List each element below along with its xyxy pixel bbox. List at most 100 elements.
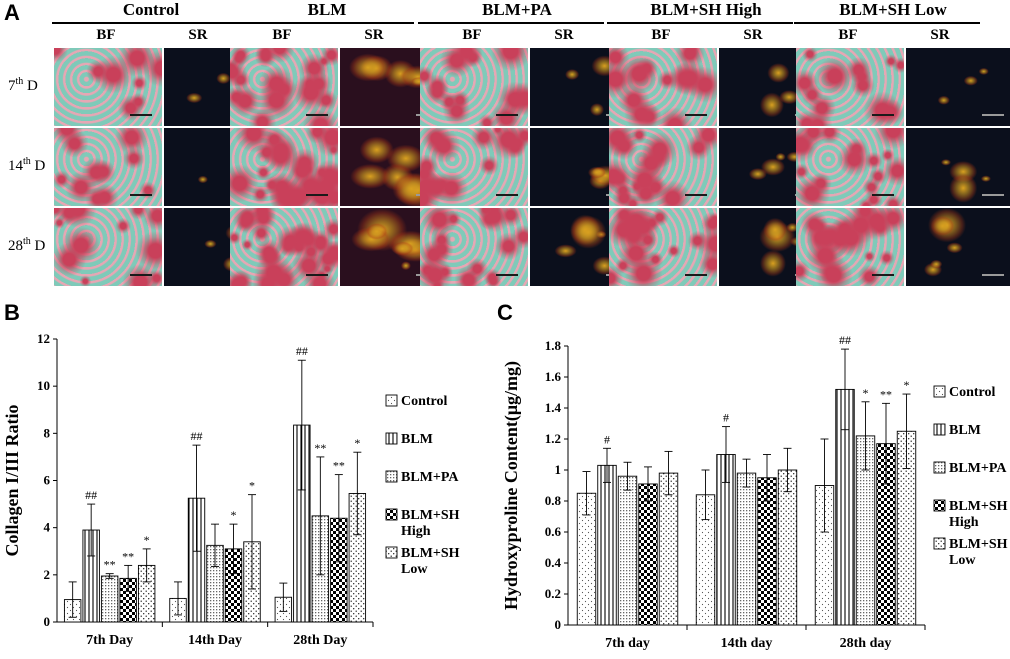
significance-mark: ** xyxy=(314,441,326,455)
bar-blm-pa-0 xyxy=(100,575,119,623)
scale-bar xyxy=(130,114,152,116)
scale-bar xyxy=(982,114,1004,116)
panel-b-letter: B xyxy=(4,300,20,325)
y-tick-label: 10 xyxy=(37,378,50,393)
y-tick-label: 12 xyxy=(37,331,50,346)
y-tick-label: 1 xyxy=(555,462,562,477)
legend-label: BLM+PA xyxy=(949,461,1007,476)
legend-swatch xyxy=(933,537,946,550)
category-label: 7th Day xyxy=(86,633,133,648)
sub-col-sr-4: SR xyxy=(930,27,950,43)
bar-blm-sh-low-1 xyxy=(777,469,798,626)
group-title-0: Control xyxy=(122,0,180,19)
scale-bar xyxy=(872,274,894,276)
row-label-2: 28th D xyxy=(8,236,46,254)
y-tick-label: 8 xyxy=(44,425,51,440)
significance-mark: * xyxy=(863,386,869,400)
sub-col-bf-2: BF xyxy=(462,27,482,43)
scale-bar xyxy=(130,194,152,196)
category-label: 14th Day xyxy=(188,633,242,648)
y-tick-label: 4 xyxy=(44,520,51,535)
sub-col-sr-3: SR xyxy=(743,27,763,43)
micrograph-bf-0-1 xyxy=(54,128,162,206)
micrograph-sr-4-0 xyxy=(906,48,1010,126)
y-tick-label: 1.2 xyxy=(545,431,561,446)
micrograph-bf-1-2 xyxy=(230,208,338,286)
scale-bar xyxy=(306,194,328,196)
significance-mark: ## xyxy=(839,333,851,347)
y-tick-label: 0.6 xyxy=(545,524,562,539)
significance-mark: ** xyxy=(333,459,345,473)
category-label: 14th day xyxy=(721,636,773,651)
group-rule-2 xyxy=(418,22,604,24)
scale-bar xyxy=(685,114,707,116)
y-tick-label: 1.8 xyxy=(545,338,562,353)
y-tick-label: 0 xyxy=(555,617,562,632)
row-label-0: 7th D xyxy=(8,76,38,94)
significance-mark: ## xyxy=(85,488,97,502)
sub-col-bf-3: BF xyxy=(651,27,671,43)
sub-col-sr-0: SR xyxy=(188,27,208,43)
group-rule-4 xyxy=(794,22,980,24)
micrograph-bf-0-2 xyxy=(54,208,162,286)
significance-mark: * xyxy=(144,533,150,547)
scale-bar xyxy=(982,274,1004,276)
legend-label: Control xyxy=(401,394,448,409)
group-title-2: BLM+PA xyxy=(482,0,552,19)
micrograph-bf-4-2 xyxy=(796,208,904,286)
legend-swatch xyxy=(933,423,946,436)
significance-mark: ## xyxy=(296,344,308,358)
legend-label: BLM+SH High xyxy=(949,499,1008,530)
legend-label: Control xyxy=(949,385,996,400)
significance-mark: # xyxy=(723,411,729,425)
y-axis-label: Hydroxyproline Content(μg/mg) xyxy=(501,361,522,610)
significance-mark: ## xyxy=(191,429,203,443)
micrograph-bf-0-0 xyxy=(54,48,162,126)
bar-blm-0 xyxy=(597,464,617,626)
y-tick-label: 1.4 xyxy=(545,400,562,415)
legend-swatch xyxy=(385,508,398,521)
scale-bar xyxy=(496,274,518,276)
group-rule-3 xyxy=(607,22,793,24)
scale-bar xyxy=(872,194,894,196)
significance-mark: ** xyxy=(880,387,892,401)
significance-mark: ** xyxy=(104,558,116,572)
legend-swatch xyxy=(933,385,946,398)
micrograph-bf-2-0 xyxy=(420,48,528,126)
legend-label: BLM+SH High xyxy=(401,508,460,539)
panel-c-letter: C xyxy=(497,300,513,325)
category-label: 7th day xyxy=(605,636,650,651)
legend-label: BLM xyxy=(401,432,433,447)
micrograph-bf-3-1 xyxy=(609,128,717,206)
micrograph-bf-4-1 xyxy=(796,128,904,206)
micrograph-bf-1-1 xyxy=(230,128,338,206)
scale-bar xyxy=(872,114,894,116)
bar-blm-sh-low-0 xyxy=(658,472,679,626)
y-tick-label: 1.6 xyxy=(545,369,562,384)
bar-blm-sh-high-0 xyxy=(638,483,658,626)
y-tick-label: 0.2 xyxy=(545,586,561,601)
scale-bar xyxy=(496,194,518,196)
scale-bar xyxy=(306,114,328,116)
micrograph-sr-4-1 xyxy=(906,128,1010,206)
legend-swatch xyxy=(385,470,398,483)
sub-col-bf-0: BF xyxy=(96,27,116,43)
micrograph-bf-3-0 xyxy=(609,48,717,126)
micrograph-sr-4-2 xyxy=(906,208,1010,286)
category-label: 28th Day xyxy=(293,633,347,648)
y-tick-label: 0.4 xyxy=(545,555,562,570)
legend-swatch xyxy=(385,546,398,559)
scale-bar xyxy=(685,274,707,276)
group-title-4: BLM+SH Low xyxy=(839,0,947,19)
sub-col-bf-4: BF xyxy=(838,27,858,43)
legend-swatch xyxy=(933,499,946,512)
bar-blm-pa-0 xyxy=(617,475,638,626)
legend-swatch xyxy=(385,432,398,445)
group-title-1: BLM xyxy=(307,0,347,19)
significance-mark: ** xyxy=(122,549,134,563)
scale-bar xyxy=(685,194,707,196)
group-rule-0 xyxy=(52,22,238,24)
significance-mark: * xyxy=(249,479,255,493)
legend-swatch xyxy=(933,461,946,474)
